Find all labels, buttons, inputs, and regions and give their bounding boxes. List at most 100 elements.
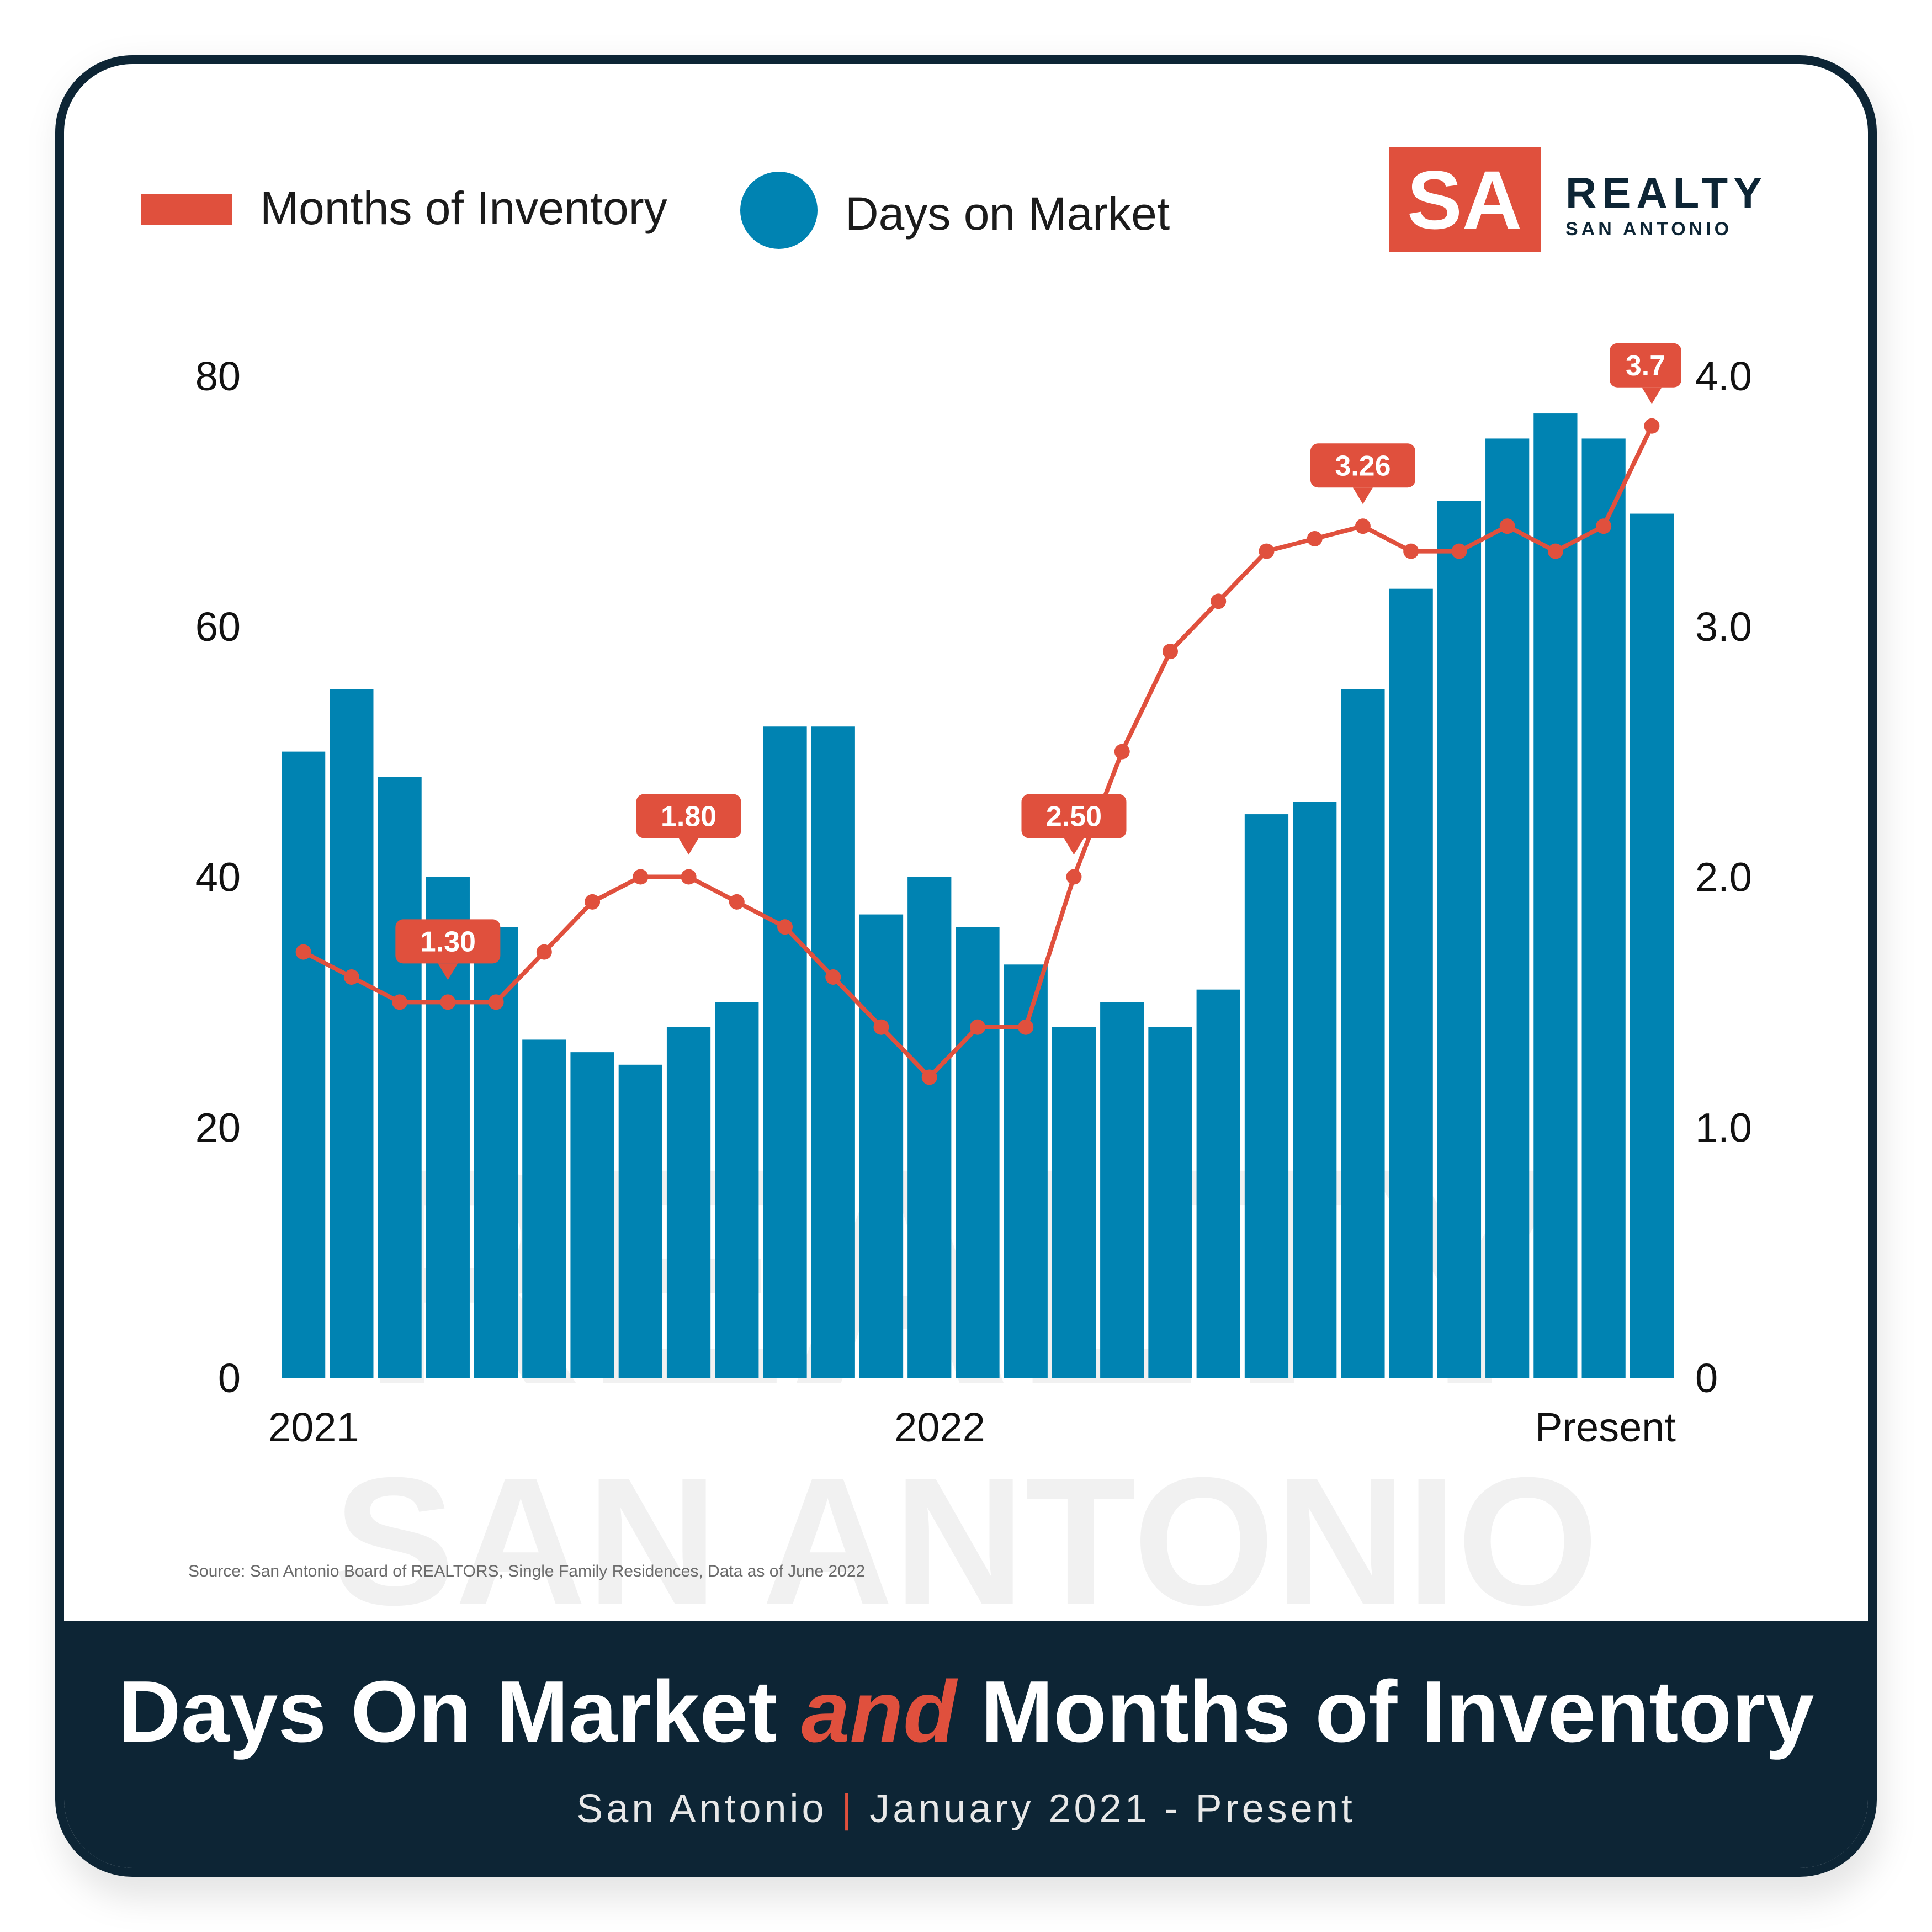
right-axis-tick-label: 4.0 [1695, 353, 1752, 399]
callout-label: 1.80 [661, 801, 716, 833]
legend-bar-label: Days on Market [845, 188, 1170, 240]
months-of-inventory-point [1066, 869, 1082, 885]
page-title: Days On Market and Months of Inventory [64, 1662, 1868, 1762]
left-axis-tick-label: 60 [195, 604, 241, 650]
months-of-inventory-point [1114, 744, 1130, 760]
brand-logo: SA REALTY SAN ANTONIO [1389, 147, 1768, 252]
months-of-inventory-point [488, 994, 504, 1010]
callout-pointer [678, 838, 699, 855]
days-on-market-bar [378, 777, 422, 1378]
days-on-market-bar [907, 877, 952, 1378]
page-subtitle: San Antonio | January 2021 - Present [64, 1786, 1868, 1832]
title-and: and [801, 1663, 957, 1760]
days-on-market-bar [666, 1027, 711, 1378]
subtitle-location: San Antonio [576, 1787, 842, 1831]
months-of-inventory-point [1403, 543, 1419, 559]
months-of-inventory-point [1499, 518, 1515, 534]
months-of-inventory-point [1547, 543, 1563, 559]
days-on-market-bar [956, 927, 1000, 1378]
days-on-market-bar [1293, 802, 1337, 1378]
days-on-market-bar [715, 1002, 759, 1378]
months-of-inventory-point [536, 944, 552, 960]
months-of-inventory-point [825, 969, 841, 985]
left-axis-tick-label: 80 [195, 353, 241, 399]
days-on-market-bar [570, 1052, 614, 1378]
legend-line-swatch [141, 194, 232, 225]
legend-line-label: Months of Inventory [260, 182, 667, 234]
chart: REALTY SAN ANTONIO Months of Inventory D… [141, 147, 1768, 1643]
days-on-market-bar [1581, 438, 1626, 1378]
days-on-market-bar [1437, 501, 1482, 1378]
value-callouts: 1.30 1.80 2.50 3.26 3.7 [395, 343, 1681, 980]
days-on-market-bar [1244, 814, 1289, 1378]
days-on-market-bar [522, 1039, 566, 1378]
months-of-inventory-point [1018, 1019, 1034, 1035]
logo-subtitle: SAN ANTONIO [1565, 219, 1732, 240]
callout: 2.50 [1021, 794, 1127, 855]
left-axis-tick-label: 20 [195, 1105, 241, 1150]
months-of-inventory-point [1644, 418, 1660, 434]
callout: 1.80 [636, 794, 741, 855]
right-axis-tick-label: 3.0 [1695, 604, 1752, 650]
days-on-market-bar [1052, 1027, 1096, 1378]
months-of-inventory-point [970, 1019, 985, 1035]
right-axis-tick-label: 1.0 [1695, 1105, 1752, 1150]
days-on-market-bar [1389, 588, 1433, 1378]
days-on-market-bar [763, 726, 807, 1378]
months-of-inventory-point [1596, 518, 1612, 534]
callout-box [1021, 794, 1127, 838]
footer-banner: Days On Market and Months of Inventory S… [64, 1621, 1868, 1868]
months-of-inventory-point [633, 869, 649, 885]
days-on-market-bar [1630, 513, 1674, 1378]
days-on-market-bar [618, 1064, 662, 1378]
right-axis-tick-label: 0 [1695, 1355, 1718, 1401]
callout: 1.30 [395, 919, 501, 980]
days-on-market-bar [859, 914, 904, 1378]
title-part2: Months of Inventory [956, 1663, 1814, 1760]
title-part1: Days On Market [118, 1663, 802, 1760]
months-of-inventory-point [1355, 518, 1371, 534]
x-axis-tick-label: 2021 [268, 1404, 359, 1450]
callout-pointer [1064, 838, 1084, 855]
months-of-inventory-point [1259, 543, 1275, 559]
callout-box [1310, 443, 1415, 488]
subtitle-range: January 2021 - Present [855, 1787, 1356, 1831]
subtitle-separator: | [841, 1787, 856, 1831]
callout-pointer [1642, 387, 1662, 404]
callout-box [395, 919, 501, 964]
days-on-market-bar [1148, 1027, 1192, 1378]
x-axis-tick-label: Present [1535, 1404, 1676, 1450]
days-on-market-bars [282, 413, 1674, 1378]
months-of-inventory-point [440, 994, 456, 1010]
right-axis-tick-label: 2.0 [1695, 854, 1752, 900]
months-of-inventory-point [343, 969, 359, 985]
left-axis-tick-label: 0 [218, 1355, 241, 1401]
months-of-inventory-point [921, 1069, 937, 1085]
days-on-market-bar [1100, 1002, 1144, 1378]
callout-label: 3.26 [1335, 450, 1390, 482]
logo-name: REALTY [1565, 168, 1768, 217]
months-of-inventory-point [1307, 530, 1323, 546]
watermark-line2: SAN ANTONIO [333, 1439, 1599, 1643]
callout-box [636, 794, 741, 838]
months-of-inventory-point [1162, 644, 1178, 660]
months-of-inventory-point [873, 1019, 889, 1035]
infographic-card: REALTY SAN ANTONIO Months of Inventory D… [55, 55, 1877, 1877]
months-of-inventory-point [392, 994, 408, 1010]
days-on-market-bar [282, 751, 326, 1378]
months-of-inventory-point [585, 894, 601, 910]
days-on-market-bar [1485, 438, 1530, 1378]
months-of-inventory-point [1211, 593, 1227, 609]
months-of-inventory-point [777, 919, 793, 935]
callout-pointer [1352, 487, 1373, 505]
left-axis-tick-label: 40 [195, 854, 241, 900]
callout-label: 3.7 [1626, 350, 1665, 382]
axes: 0 20 40 60 80 0 1.0 2.0 3.0 4.0 2021 2022 Present [195, 353, 1752, 1450]
months-of-inventory-point [1451, 543, 1467, 559]
days-on-market-bar [330, 689, 374, 1378]
months-of-inventory-point [295, 944, 311, 960]
logo-mark-box [1389, 147, 1541, 252]
callout: 3.7 [1610, 343, 1681, 404]
legend-bar-swatch [740, 172, 818, 249]
callout-pointer [438, 963, 458, 980]
